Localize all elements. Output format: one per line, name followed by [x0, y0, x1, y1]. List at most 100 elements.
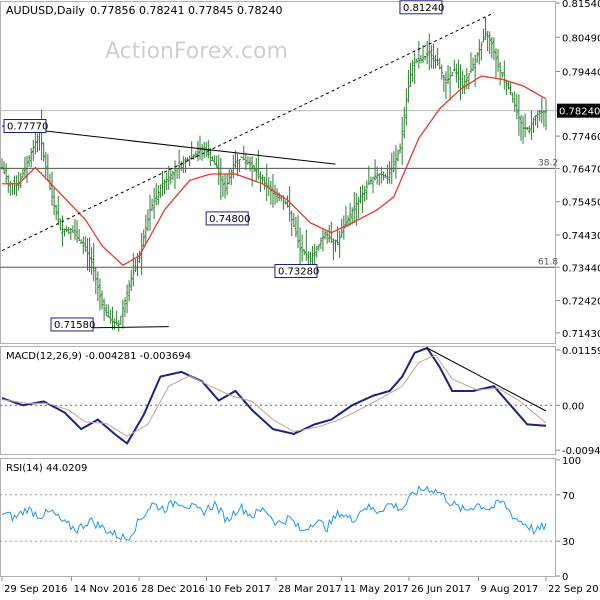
- price-bar: [432, 43, 435, 70]
- price-bar: [265, 163, 268, 202]
- price-tick-label: 0.77460: [562, 132, 600, 143]
- price-bar: [503, 60, 506, 90]
- price-bar: [371, 176, 375, 194]
- price-bar: [2, 161, 6, 175]
- price-bar: [209, 147, 212, 167]
- price-bar: [102, 298, 106, 322]
- price-bar: [528, 125, 531, 134]
- price-bar: [217, 154, 220, 185]
- price-bar: [4, 163, 8, 184]
- price-bar: [234, 150, 237, 169]
- price-bar: [123, 297, 127, 317]
- price-bar: [303, 249, 306, 256]
- price-bar: [444, 71, 448, 99]
- price-bar: [146, 209, 150, 232]
- price-bar: [84, 236, 87, 252]
- price-bar: [423, 55, 427, 61]
- price-bar: [357, 196, 360, 219]
- price-bar: [448, 66, 452, 101]
- price-bar: [538, 109, 541, 121]
- price-bar: [261, 174, 264, 185]
- price-bar: [121, 299, 125, 329]
- price-bar: [161, 171, 164, 197]
- annotation-label: 0.73280: [278, 267, 319, 278]
- macd-tick-label: -0.009408: [562, 446, 600, 457]
- price-bar: [494, 48, 498, 79]
- price-bar: [490, 37, 494, 59]
- price-bar: [125, 284, 129, 314]
- price-bar: [411, 60, 414, 83]
- price-bar: [536, 111, 539, 129]
- price-title: AUDUSD,Daily: [6, 4, 85, 17]
- price-bar: [96, 271, 100, 302]
- price-bar: [157, 185, 160, 205]
- price-bar: [540, 97, 544, 124]
- price-bar: [453, 59, 456, 72]
- price-bar: [361, 184, 364, 213]
- price-annotation: 0.81240: [399, 0, 444, 15]
- price-tick-label: 0.73440: [562, 263, 600, 274]
- price-bar: [236, 153, 239, 177]
- price-bar: [111, 306, 114, 330]
- price-bar: [259, 171, 262, 193]
- price-bar: [323, 231, 327, 240]
- price-bar: [373, 159, 377, 181]
- price-annotation: 0.71580: [50, 317, 95, 332]
- price-bar: [109, 309, 112, 324]
- price-bar: [119, 315, 123, 325]
- price-bar: [169, 170, 173, 185]
- annotation-box: [3, 119, 47, 134]
- macd-title: MACD(12,26,9) -0.004281 -0.003694: [6, 351, 191, 362]
- price-bar: [392, 151, 396, 173]
- price-bar: [325, 230, 329, 244]
- price-bar: [501, 71, 504, 78]
- price-bar: [350, 207, 354, 225]
- macd-trendline: [426, 347, 547, 412]
- price-bar: [159, 184, 162, 198]
- price-bar: [19, 172, 22, 189]
- price-bar: [255, 158, 258, 182]
- price-bar: [171, 171, 175, 180]
- price-bar: [86, 238, 89, 271]
- price-bar: [332, 238, 335, 261]
- annotation-label: 0.74800: [209, 214, 250, 225]
- price-bar: [461, 70, 464, 95]
- price-bar: [430, 44, 433, 69]
- price-bar: [59, 218, 62, 231]
- price-bar: [54, 204, 58, 221]
- price-bar: [480, 42, 483, 61]
- price-tick-label: 0.81540: [562, 0, 600, 10]
- price-bar: [459, 64, 462, 101]
- price-tick-label: 0.74430: [562, 231, 600, 242]
- price-bar: [286, 195, 289, 208]
- price-bar: [105, 304, 108, 317]
- price-bar: [338, 230, 341, 258]
- price-bar: [313, 243, 316, 265]
- price-bar: [252, 165, 256, 172]
- price-bar: [473, 54, 477, 87]
- price-bar: [152, 187, 156, 219]
- price-bar: [25, 155, 29, 184]
- price-tick-label: 0.75450: [562, 198, 600, 209]
- price-bar: [434, 54, 437, 69]
- rsi-tick-label: 100: [562, 456, 581, 467]
- price-annotation: 0.73280: [274, 264, 319, 279]
- price-bar: [405, 88, 408, 126]
- price-bar: [144, 214, 148, 244]
- rsi-axis: 100 70 30 0: [556, 456, 581, 583]
- price-bar: [52, 187, 56, 216]
- price-bar: [155, 183, 158, 206]
- price-bar: [190, 141, 193, 160]
- price-plot: 38.2 61.8 0.77770 0.74800 0.73280 0.71580 0.81…: [0, 0, 558, 332]
- price-bar: [240, 156, 243, 159]
- price-bar: [225, 174, 229, 196]
- price-bar: [413, 52, 416, 85]
- price-bar: [21, 168, 25, 178]
- annotation-box: [399, 0, 443, 15]
- price-bar: [328, 224, 331, 243]
- price-bar: [476, 52, 479, 63]
- fib-level-label: 61.8: [538, 257, 558, 267]
- price-bar: [498, 61, 502, 86]
